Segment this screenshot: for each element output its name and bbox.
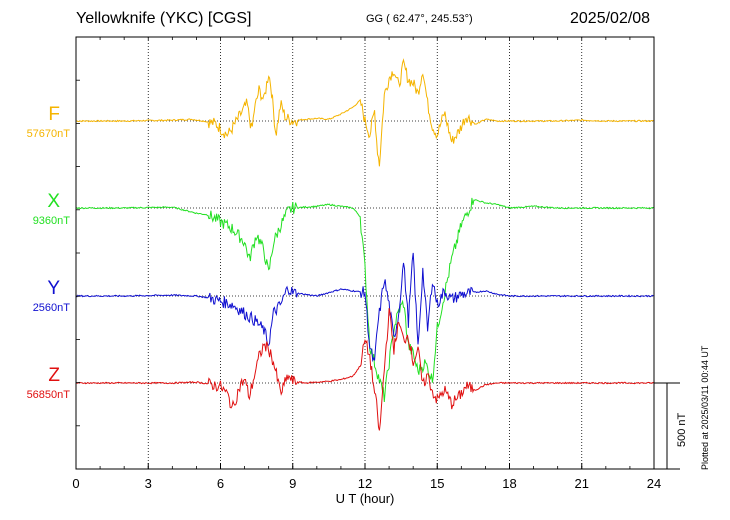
x-tick-label: 0 [72,476,79,491]
x-tick-label: 21 [575,476,589,491]
baseline-x: 9360nT [32,215,70,227]
plot-date: 2025/02/08 [570,10,651,27]
label-z: Z [48,365,60,386]
scale-bar [654,382,680,470]
x-tick-label: 15 [430,476,444,491]
x-tick-label: 6 [217,476,224,491]
station-title: Yellowknife (YKC) [CGS] [76,10,252,27]
x-tick-label: 24 [647,476,661,491]
scale-bar-label: 500 nT [676,412,688,447]
label-x: X [47,191,60,212]
series-line-f [75,58,655,167]
series-line-x [75,197,655,403]
x-axis-title: U T (hour) [335,491,395,506]
plotted-timestamp: Plotted at 2025/03/11 00:44 UT [700,345,710,470]
baseline-z: 56850nT [26,389,70,401]
baseline-y: 2560nT [32,302,70,314]
x-tick-label: 3 [145,476,152,491]
series-line-z [75,308,655,431]
x-tick-label: 9 [289,476,296,491]
baseline-f: 57670nT [26,128,70,140]
label-f: F [48,104,60,125]
series-line-y [75,252,654,363]
x-tick-label: 18 [502,476,516,491]
x-tick-label: 12 [358,476,372,491]
series-layer [75,58,655,431]
grid-lines [147,37,583,469]
geographic-coordinates: GG ( 62.47°, 245.53°) [366,13,473,25]
x-ticks: 0 3 6 9 12 15 18 21 24 [72,36,661,491]
label-y: Y [47,278,60,299]
